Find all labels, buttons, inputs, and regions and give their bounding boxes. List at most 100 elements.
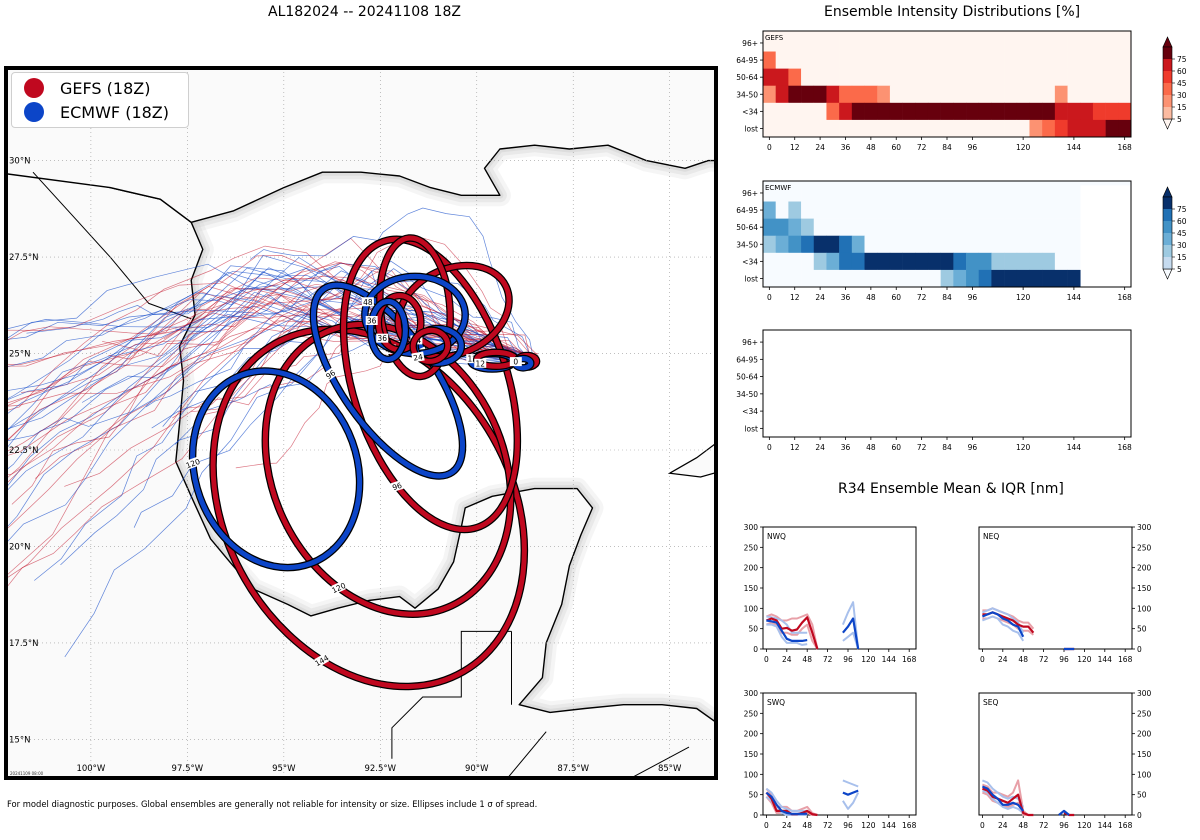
colorbar-segment: [1163, 47, 1172, 59]
heatmap-cell: [1004, 51, 1018, 69]
x-tick-label: 48: [866, 443, 876, 452]
heatmap-cell: [1118, 119, 1132, 138]
heatmap-cell: [813, 269, 827, 288]
heatmap-cell: [1004, 269, 1018, 288]
heatmap-cell: [889, 85, 903, 104]
gefs-ellipse-120h: 12 0: [261, 320, 515, 618]
heatmap-cell: [864, 51, 878, 69]
heatmap-cell: [851, 85, 865, 104]
ellipse-stroke: [262, 321, 514, 617]
heatmap-cell: [1042, 68, 1056, 87]
heatmap-cell: [1067, 51, 1081, 69]
heatmap-cell: [1092, 51, 1106, 69]
x-tick-label: 120: [1016, 143, 1031, 152]
heatmap-cell: [813, 252, 827, 271]
heatmap-cell: [953, 68, 967, 87]
x-tick-label: 120: [1016, 443, 1031, 452]
x-tick-label: 72: [917, 293, 927, 302]
ellipse-stroke: [341, 236, 520, 533]
heatmap-cell: [1118, 68, 1132, 87]
heatmap-cell: [763, 218, 776, 237]
colorbar-min-arrow: [1162, 268, 1173, 280]
heatmap-cell: [991, 252, 1005, 271]
heatmap-cell: [889, 68, 903, 87]
heatmap-cell: [1067, 269, 1081, 288]
r34-line-ecmwf: [981, 611, 1075, 651]
lon-label-6: 85°W: [658, 764, 682, 774]
heatmap-cell: [877, 34, 891, 52]
r34-line-ecmwf-iqr-high: [982, 607, 1025, 634]
heatmap-label: GEFS: [765, 34, 784, 42]
heatmap-cell: [940, 51, 954, 69]
heatmap-cell: [978, 51, 992, 69]
heatmap-cell: [788, 235, 802, 254]
heatmap-cell: [1054, 269, 1068, 288]
heatmap-cell: [940, 201, 954, 219]
heatmap-cell: [864, 252, 878, 271]
gefs-member-track-30: [6, 277, 538, 485]
heatmap-cell: [826, 85, 840, 104]
heatmap-cell: [1080, 51, 1094, 69]
heatmap-cell: [1054, 85, 1068, 104]
heatmap-cell: [1080, 85, 1094, 104]
x-tick-label: 144: [1067, 443, 1082, 452]
heatmap-cell: [953, 201, 967, 219]
heatmap-cell: [851, 252, 865, 271]
legend-label-gefs: GEFS (18Z): [60, 78, 151, 98]
heatmap-cell: [1029, 235, 1043, 254]
heatmap-cell: [1042, 102, 1056, 121]
ellipse-label: 96: [391, 481, 403, 493]
heatmap-cell: [826, 235, 840, 254]
heatmap-cell: [915, 252, 929, 271]
ellipse-stroke: [410, 327, 451, 364]
heatmap-cell: [775, 269, 789, 288]
heatmap-cell: [826, 218, 840, 237]
r34-line-gefs-iqr-high: [982, 779, 1034, 816]
heatmap-cell: [978, 201, 992, 219]
r34-x-tick-label: 48: [802, 821, 812, 830]
heatmap-cell: [915, 102, 929, 121]
r34-x-tick-label: 168: [902, 821, 917, 830]
x-tick-label: 12: [790, 443, 800, 452]
colorbar-tick-label: 75: [1177, 55, 1187, 64]
heatmap-cell: [763, 201, 776, 219]
heatmap-cell: [902, 34, 916, 52]
colorbar-segment: [1163, 221, 1172, 233]
lat-label-6: 15°N: [9, 735, 30, 745]
heatmap-cell: [839, 68, 853, 87]
r34-y-tick-label: 100: [744, 604, 759, 613]
heatmap-cell: [889, 269, 903, 288]
heatmap-cell: [940, 184, 954, 202]
heatmap-cell: [1092, 102, 1106, 121]
heatmap-cell: [902, 235, 916, 254]
heatmap-cell: [839, 85, 853, 104]
heatmap-cell: [788, 252, 802, 271]
heatmap-cell: [788, 34, 802, 52]
heatmap-cell: [915, 269, 929, 288]
x-tick-label: 24: [815, 293, 825, 302]
r34-frame: [762, 692, 917, 816]
heatmap-cell: [864, 218, 878, 237]
r34-panel-seq: SEQ 0 24 48 72 96 120 144 168 0 50 100 150 200 250 300: [978, 689, 1152, 830]
heatmap-cell: [1105, 51, 1119, 69]
x-tick-label: 168: [1117, 143, 1132, 152]
heatmap-cell: [839, 269, 853, 288]
heatmap-cell: [1042, 184, 1056, 202]
heatmap-cell: [1054, 184, 1068, 202]
r34-y-tick-label: 250: [744, 543, 759, 552]
heatmap-cell: [991, 184, 1005, 202]
heatmap-cell: [801, 184, 815, 202]
r34-panel-nwq: NWQ 0 24 48 72 96 120 144 168 0 50 100 150 200 250 300: [744, 523, 917, 664]
heatmap-cell: [788, 184, 802, 202]
ecmwf-member-track-33: [249, 207, 534, 358]
heatmap-cell: [788, 218, 802, 237]
colorbar-segment: [1163, 71, 1172, 83]
heatmap-cell: [966, 218, 980, 237]
heatmap-cell: [966, 269, 980, 288]
r34-y-tick-label: 0: [1137, 811, 1142, 820]
heatmap-cell: [839, 34, 853, 52]
x-tick-label: 144: [1067, 143, 1082, 152]
row-label: lost: [744, 424, 758, 433]
heatmap-cell: [1004, 252, 1018, 271]
heatmap-cell: [927, 34, 941, 52]
